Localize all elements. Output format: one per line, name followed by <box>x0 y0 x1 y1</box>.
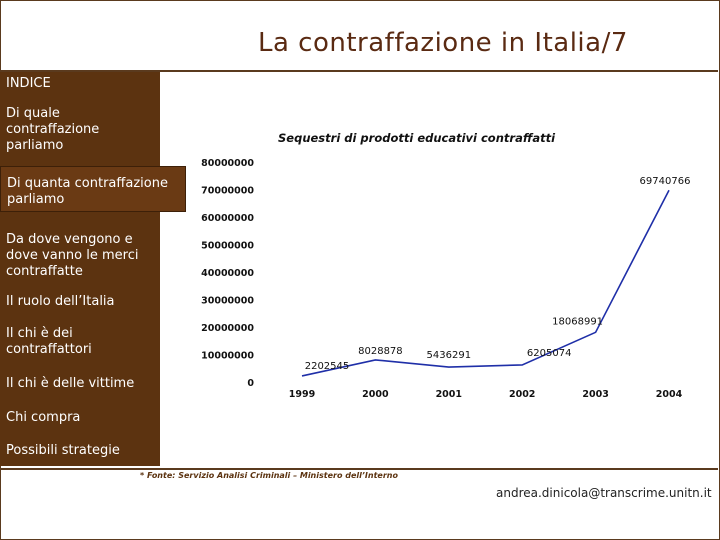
sidebar-item-chi-compra[interactable]: Chi compra <box>6 410 81 425</box>
data-label: 18068991 <box>552 316 603 327</box>
y-tick-label: 20000000 <box>201 323 254 334</box>
sidebar-item-contraffattori[interactable]: Il chi è dei contraffattori <box>6 326 92 357</box>
data-label: 5436291 <box>427 350 472 361</box>
x-tick-label: 2004 <box>656 389 683 400</box>
sidebar-item-da-dove[interactable]: Da dove vengono e dove vanno le merci co… <box>6 232 139 279</box>
y-tick-label: 0 <box>247 378 254 389</box>
source-note: * Fonte: Servizio Analisi Criminali – Mi… <box>140 471 398 480</box>
author-email[interactable]: andrea.dinicola@transcrime.unitn.it <box>496 486 712 500</box>
y-tick-label: 60000000 <box>201 213 254 224</box>
x-tick-label: 2000 <box>362 389 389 400</box>
sidebar-item-quanta[interactable]: Di quanta contraffazione parliamo <box>0 166 186 212</box>
sidebar-item-quale[interactable]: Di quale contraffazione parliamo <box>6 106 100 153</box>
y-tick-label: 10000000 <box>201 351 254 362</box>
data-label: 2202545 <box>305 361 350 372</box>
y-tick-label: 70000000 <box>201 186 254 197</box>
y-tick-label: 40000000 <box>201 268 254 279</box>
series-line <box>301 189 670 377</box>
x-tick-label: 2003 <box>582 389 608 400</box>
data-label: 69740766 <box>640 176 691 187</box>
title-bar: La contraffazione in Italia/7 <box>0 0 718 72</box>
sidebar-item-strategie[interactable]: Possibili strategie <box>6 443 120 458</box>
sidebar-header: INDICE <box>6 76 51 91</box>
page-title: La contraffazione in Italia/7 <box>258 28 628 58</box>
data-label: 8028878 <box>358 346 403 357</box>
sidebar-item-label: Di quanta contraffazione parliamo <box>7 176 168 207</box>
y-tick-label: 50000000 <box>201 241 254 252</box>
y-tick-label: 80000000 <box>201 158 254 169</box>
footer-divider <box>0 468 718 470</box>
sidebar-item-vittime[interactable]: Il chi è delle vittime <box>6 376 135 391</box>
chart-title: Sequestri di prodotti educativi contraff… <box>278 131 556 145</box>
y-tick-label: 30000000 <box>201 296 254 307</box>
x-tick-label: 2002 <box>509 389 535 400</box>
data-label: 6205074 <box>527 348 572 359</box>
x-tick-label: 2001 <box>436 389 462 400</box>
sidebar: INDICE Di quale contraffazione parliamo … <box>0 72 186 466</box>
x-tick-label: 1999 <box>289 389 315 400</box>
sidebar-item-ruolo[interactable]: Il ruolo dell’Italia <box>6 294 115 309</box>
